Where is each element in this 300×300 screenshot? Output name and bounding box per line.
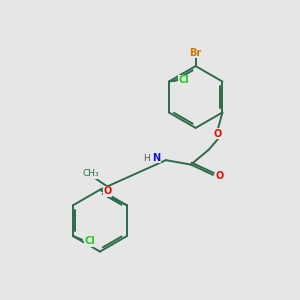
Text: Br: Br — [190, 48, 202, 58]
Text: N: N — [152, 153, 160, 163]
Text: O: O — [215, 171, 223, 182]
Text: Cl: Cl — [85, 236, 96, 246]
Text: CH₃: CH₃ — [82, 169, 99, 178]
Text: H: H — [143, 154, 150, 163]
Text: O: O — [214, 129, 222, 139]
Text: O: O — [103, 186, 112, 197]
Text: Cl: Cl — [179, 75, 190, 85]
